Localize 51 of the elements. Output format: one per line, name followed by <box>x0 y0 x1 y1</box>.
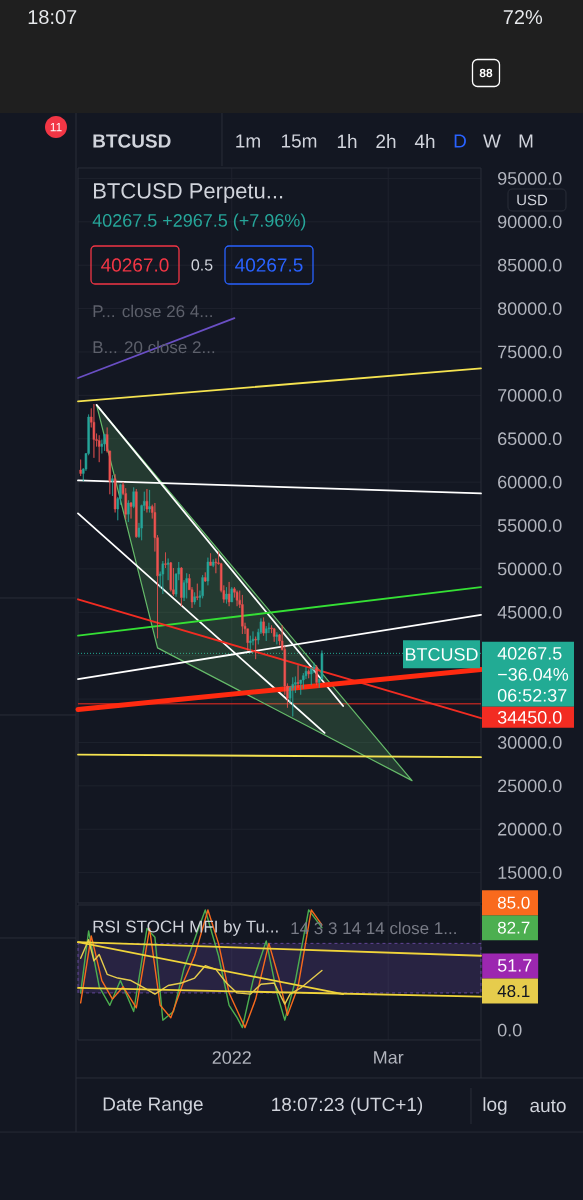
text: 72% <box>503 9 543 25</box>
text: USD <box>517 194 548 206</box>
y-tick-label: 30000.0 <box>497 736 562 749</box>
y-tick-label: 50000.0 <box>497 562 562 576</box>
text: 4h <box>414 134 435 148</box>
text: 06:52:37 <box>497 688 567 702</box>
y-tick-label: 45000.0 <box>497 605 562 619</box>
text: D <box>454 134 466 148</box>
text: 85.0 <box>497 896 530 909</box>
text: 2h <box>376 134 396 148</box>
annotation: BTCUSD <box>405 647 478 661</box>
y-tick-label: 55000.0 <box>497 519 562 532</box>
y-tick-label: 0.0 <box>497 1023 522 1037</box>
text: −36.04% <box>498 667 569 681</box>
annotation: 40267.5 <box>235 258 303 272</box>
y-tick-label: 80000.0 <box>497 302 562 315</box>
y-tick-label: 70000.0 <box>498 388 562 402</box>
y-tick-label: 85000.0 <box>497 258 562 272</box>
text: 40267.5 +2967.5 (+7.96%) <box>92 213 306 231</box>
y-tick-label: 90000.0 <box>498 215 562 229</box>
text: 1m <box>236 134 260 148</box>
text: 11 <box>50 122 62 132</box>
text: log <box>483 1097 507 1115</box>
y-tick-label: 20000.0 <box>498 822 562 836</box>
text: 1h <box>337 134 357 148</box>
ref-line-label: 34450.0 <box>497 710 562 724</box>
text: auto <box>530 1099 566 1113</box>
y-tick-label: 60000.0 <box>498 475 562 489</box>
text: BTCUSD Perpetu... <box>94 183 283 203</box>
text: 18:07 <box>28 9 77 25</box>
text: BTCUSD <box>93 134 171 148</box>
text: Date Range <box>103 1097 203 1115</box>
text: 88 <box>479 68 493 78</box>
ref-line-label: 40267.5 <box>497 646 562 660</box>
x-tick-label: 2022 <box>212 1051 251 1064</box>
y-tick-label: 25000.0 <box>498 779 562 793</box>
x-tick-label: Mar <box>374 1051 404 1064</box>
text: W <box>483 134 501 148</box>
text: 82.7 <box>497 921 530 934</box>
text: 48.1 <box>497 985 530 998</box>
annotation: P... close 26 4... <box>93 304 212 318</box>
text: 15m <box>281 134 317 148</box>
y-tick-label: 75000.0 <box>498 345 562 359</box>
y-tick-label: 65000.0 <box>498 432 562 446</box>
text: M <box>519 134 533 148</box>
y-tick-label: 51.7 <box>497 959 532 972</box>
y-tick-label: 95000.0 <box>498 172 562 185</box>
text: 18:07:23 (UTC+1) <box>272 1097 423 1115</box>
annotation: 40267.0 <box>101 258 169 272</box>
y-tick-label: 15000.0 <box>498 866 562 879</box>
annotation: 0.5 <box>191 259 213 271</box>
